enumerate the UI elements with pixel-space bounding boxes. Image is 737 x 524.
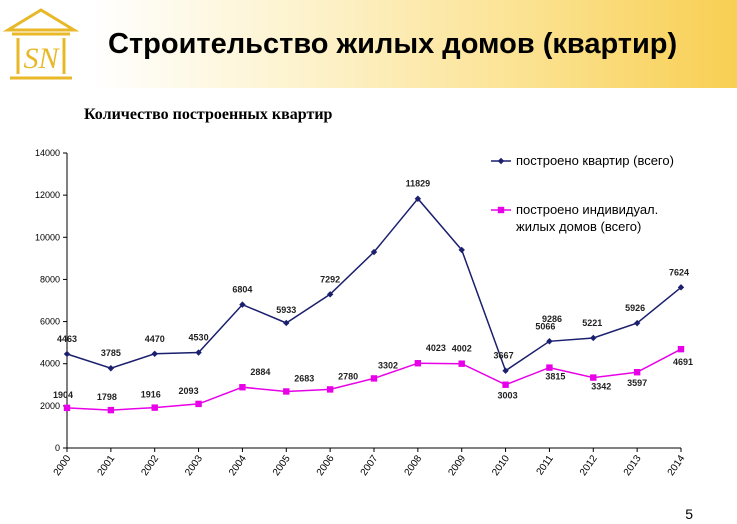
data-label: 5926 — [625, 303, 645, 313]
y-tick-label: 10000 — [35, 232, 60, 242]
data-point — [546, 338, 553, 345]
x-tick-label: 2002 — [139, 453, 161, 478]
x-tick-label: 2008 — [403, 453, 425, 478]
data-point — [107, 365, 115, 372]
data-point — [326, 291, 334, 298]
data-point — [195, 349, 202, 356]
data-label: 3667 — [494, 351, 514, 361]
data-point — [502, 381, 509, 388]
data-label: 4023 — [426, 343, 446, 353]
data-label: 4002 — [452, 344, 472, 354]
y-tick-label: 2000 — [40, 401, 60, 411]
data-point — [633, 319, 641, 327]
data-point — [546, 364, 553, 371]
data-point — [151, 350, 158, 358]
data-point — [370, 375, 378, 382]
x-tick-label: 2007 — [359, 453, 381, 478]
x-tick-label: 2014 — [666, 453, 688, 478]
data-point — [633, 369, 641, 376]
data-point — [151, 404, 158, 411]
logo-icon: SN — [2, 8, 80, 80]
data-point — [458, 246, 465, 254]
y-tick-label: 14000 — [35, 148, 60, 158]
data-label: 2683 — [294, 373, 314, 383]
data-label: 9286 — [542, 314, 562, 324]
data-label: 7292 — [320, 274, 340, 284]
data-point — [326, 386, 334, 393]
data-point — [414, 360, 422, 367]
x-tick-label: 2010 — [490, 453, 512, 478]
data-label: 11829 — [406, 179, 431, 189]
chart-title: Количество построенных квартир — [84, 106, 333, 123]
data-label: 5066 — [535, 321, 555, 331]
data-point — [239, 384, 246, 391]
data-label: 1916 — [141, 390, 161, 400]
data-label: 2780 — [338, 371, 358, 381]
data-point — [677, 284, 685, 291]
x-tick-label: 2009 — [446, 453, 468, 478]
data-point — [63, 350, 71, 358]
data-point — [590, 334, 597, 342]
data-point — [590, 374, 597, 381]
data-point — [239, 301, 246, 308]
data-label: 5933 — [276, 305, 296, 315]
legend-label-2-line-1: построено индивидуал. — [516, 202, 658, 217]
data-label: 2093 — [179, 386, 199, 396]
data-label: 1798 — [97, 392, 117, 402]
data-point — [458, 360, 465, 367]
data-label: 2884 — [250, 367, 270, 377]
data-label: 3342 — [591, 382, 611, 392]
data-point — [283, 319, 290, 327]
y-tick-label: 4000 — [40, 359, 60, 369]
x-tick-label: 2011 — [535, 453, 557, 477]
slide-header — [0, 0, 737, 88]
data-point — [195, 400, 202, 408]
legend-marker-2 — [497, 206, 505, 214]
data-label: 4463 — [57, 334, 77, 344]
x-tick-label: 2013 — [622, 453, 644, 478]
data-label: 5221 — [582, 318, 602, 328]
legend-label-1: построено квартир (всего) — [516, 153, 674, 168]
data-point — [502, 367, 509, 374]
logo-text: SN — [23, 42, 60, 75]
x-tick-label: 2006 — [315, 453, 337, 478]
data-label: 3785 — [101, 348, 121, 358]
y-tick-label: 0 — [55, 443, 60, 453]
data-point — [283, 388, 290, 395]
x-tick-label: 2001 — [96, 453, 118, 478]
legend-label-2-line-2: жилых домов (всего) — [516, 219, 641, 234]
data-label: 7624 — [669, 267, 689, 277]
x-tick-label: 2000 — [52, 453, 74, 478]
legend-marker-1 — [497, 157, 505, 165]
data-label: 3815 — [545, 372, 565, 382]
x-tick-label: 2005 — [271, 453, 293, 478]
data-label: 4530 — [189, 333, 209, 343]
slide-title: Строительство жилых домов (квартир) — [108, 28, 678, 60]
y-tick-label: 8000 — [40, 274, 60, 284]
data-point — [370, 248, 378, 256]
data-point — [107, 406, 115, 414]
x-tick-label: 2004 — [227, 453, 249, 478]
page-number: 5 — [685, 506, 693, 522]
data-label: 3003 — [498, 391, 518, 401]
data-label: 1904 — [53, 390, 73, 400]
x-tick-label: 2012 — [578, 453, 600, 478]
data-point — [63, 404, 71, 412]
data-label: 3302 — [378, 360, 398, 370]
data-label: 4691 — [673, 357, 693, 367]
data-label: 6804 — [232, 285, 252, 295]
data-label: 3597 — [627, 378, 647, 388]
data-label: 4470 — [145, 334, 165, 344]
data-point — [414, 195, 422, 202]
x-tick-label: 2003 — [183, 453, 205, 478]
y-tick-label: 6000 — [40, 317, 60, 327]
data-point — [677, 345, 685, 353]
y-tick-label: 12000 — [35, 190, 60, 200]
